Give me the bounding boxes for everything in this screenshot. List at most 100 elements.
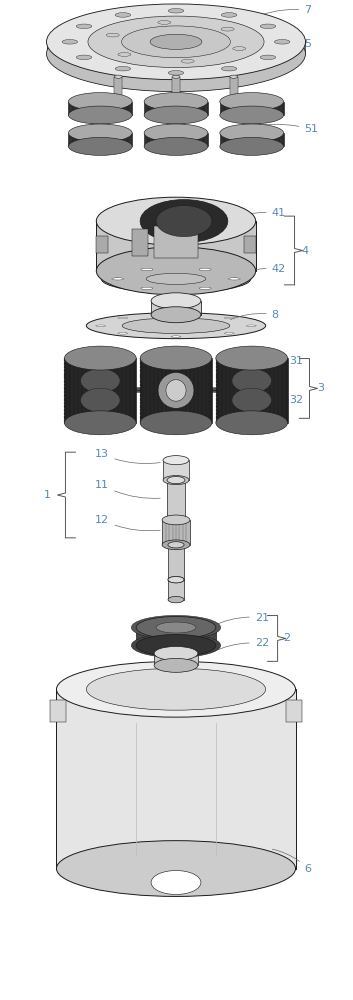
Ellipse shape xyxy=(115,66,131,71)
Bar xyxy=(65,366,69,368)
Text: 21: 21 xyxy=(213,613,269,626)
Ellipse shape xyxy=(47,4,305,80)
Ellipse shape xyxy=(216,411,288,435)
Bar xyxy=(140,362,144,365)
Ellipse shape xyxy=(167,516,185,524)
Ellipse shape xyxy=(199,287,211,289)
Ellipse shape xyxy=(114,75,122,78)
Ellipse shape xyxy=(167,96,185,107)
Ellipse shape xyxy=(171,336,181,337)
Ellipse shape xyxy=(230,98,238,101)
Bar xyxy=(244,236,256,253)
Bar xyxy=(208,412,212,415)
Bar xyxy=(208,376,212,379)
Bar xyxy=(216,387,220,390)
Bar xyxy=(220,133,283,146)
Bar xyxy=(216,394,220,397)
Bar xyxy=(65,420,69,422)
Bar xyxy=(65,376,69,379)
Text: 11: 11 xyxy=(95,480,160,498)
Ellipse shape xyxy=(220,124,283,142)
Text: 51: 51 xyxy=(244,124,318,134)
Bar xyxy=(208,369,212,372)
Bar xyxy=(132,376,136,379)
Bar xyxy=(172,77,180,100)
Bar xyxy=(216,380,220,383)
Ellipse shape xyxy=(228,278,240,280)
Bar xyxy=(140,369,144,372)
Bar xyxy=(114,77,122,100)
Bar xyxy=(132,412,136,415)
Ellipse shape xyxy=(168,576,184,583)
Bar xyxy=(132,384,136,386)
Bar xyxy=(283,394,288,397)
Ellipse shape xyxy=(76,55,92,60)
Ellipse shape xyxy=(118,333,128,334)
Bar xyxy=(132,373,136,376)
Ellipse shape xyxy=(47,16,305,92)
Ellipse shape xyxy=(216,346,288,370)
Text: 2: 2 xyxy=(283,633,291,643)
Ellipse shape xyxy=(146,273,206,284)
Bar xyxy=(132,369,136,372)
Ellipse shape xyxy=(156,206,212,237)
Text: 22: 22 xyxy=(213,638,269,652)
Ellipse shape xyxy=(171,314,181,316)
Ellipse shape xyxy=(154,658,198,672)
Bar xyxy=(132,366,136,368)
Ellipse shape xyxy=(220,137,283,155)
Bar xyxy=(140,402,144,404)
Ellipse shape xyxy=(150,34,202,49)
Text: 32: 32 xyxy=(232,395,304,407)
Bar xyxy=(216,420,220,422)
Ellipse shape xyxy=(224,317,234,319)
Bar xyxy=(208,402,212,404)
Ellipse shape xyxy=(91,96,109,107)
Bar xyxy=(140,394,144,397)
Text: 4: 4 xyxy=(301,246,309,256)
Bar xyxy=(162,520,190,545)
Ellipse shape xyxy=(131,615,221,640)
Ellipse shape xyxy=(144,137,208,155)
Ellipse shape xyxy=(220,106,283,124)
Ellipse shape xyxy=(114,98,122,101)
Bar xyxy=(283,362,288,365)
Ellipse shape xyxy=(151,293,201,309)
Bar xyxy=(47,42,305,54)
Bar xyxy=(140,358,144,361)
Bar xyxy=(283,376,288,379)
Bar xyxy=(56,689,295,869)
Bar xyxy=(216,405,220,408)
Bar xyxy=(154,226,198,258)
Bar xyxy=(283,416,288,419)
Ellipse shape xyxy=(96,197,256,245)
Ellipse shape xyxy=(220,93,283,111)
Ellipse shape xyxy=(158,373,194,408)
Ellipse shape xyxy=(274,40,290,44)
Bar xyxy=(283,420,288,422)
Bar xyxy=(283,398,288,401)
Bar xyxy=(283,384,288,386)
Bar xyxy=(216,384,220,386)
Bar xyxy=(132,387,136,390)
Ellipse shape xyxy=(76,24,92,29)
Ellipse shape xyxy=(96,325,106,326)
Bar xyxy=(140,391,144,393)
Ellipse shape xyxy=(140,411,212,435)
Bar xyxy=(68,133,132,146)
Ellipse shape xyxy=(141,268,153,271)
Ellipse shape xyxy=(260,55,276,60)
Bar xyxy=(283,405,288,408)
Ellipse shape xyxy=(115,13,131,17)
Ellipse shape xyxy=(86,668,266,710)
Ellipse shape xyxy=(144,106,208,124)
Ellipse shape xyxy=(141,287,153,289)
Bar xyxy=(283,369,288,372)
Text: 42: 42 xyxy=(230,264,286,278)
Ellipse shape xyxy=(56,661,295,717)
Ellipse shape xyxy=(80,388,120,412)
Ellipse shape xyxy=(199,268,211,271)
Bar xyxy=(65,369,69,372)
Bar xyxy=(208,416,212,419)
Bar xyxy=(140,409,144,411)
